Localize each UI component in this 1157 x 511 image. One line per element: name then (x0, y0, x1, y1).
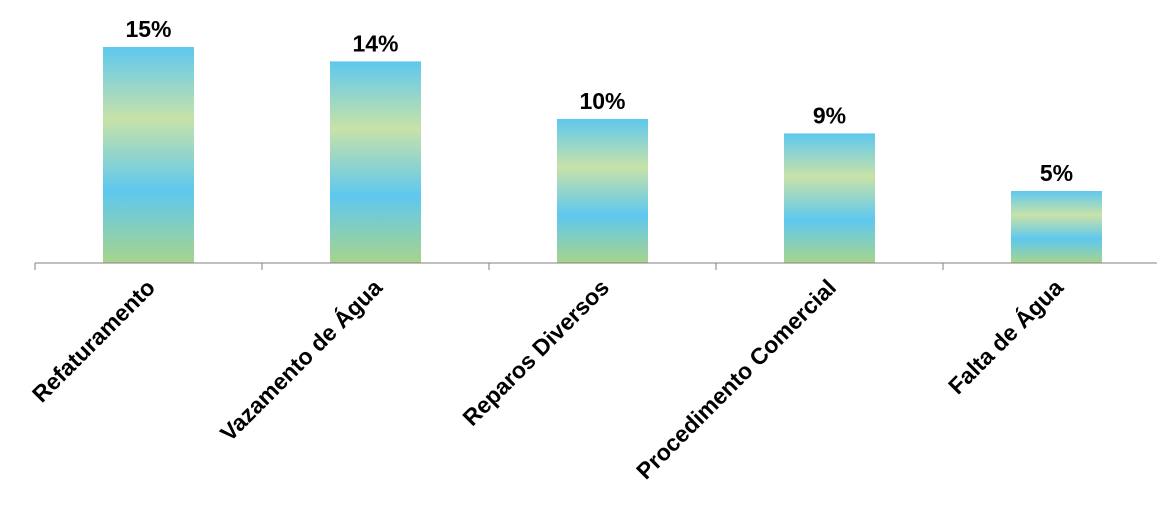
bar (1011, 191, 1102, 263)
bar (784, 133, 875, 263)
bar (330, 61, 421, 264)
x-tick-labels: Refaturamento Vazamento de Água Reparos Di… (27, 273, 1068, 484)
data-labels: 15% 14% 10% 9% 5% (125, 16, 1073, 186)
x-tick-label: Refaturamento (27, 274, 160, 407)
data-label: 5% (1040, 160, 1073, 186)
x-tick-label: Reparos Diversos (457, 274, 614, 431)
data-label: 9% (813, 102, 846, 128)
data-label: 14% (352, 30, 398, 56)
bars-layer (103, 47, 1102, 264)
x-tick-label: Vazamento de Água (214, 273, 387, 446)
bar (557, 119, 648, 263)
x-tick-label: Procedimento Comercial (631, 274, 841, 484)
x-tick-label: Falta de Água (942, 273, 1068, 399)
data-label: 10% (579, 88, 625, 114)
bar (103, 47, 194, 263)
x-axis (34, 262, 1157, 270)
data-label: 15% (125, 16, 171, 42)
